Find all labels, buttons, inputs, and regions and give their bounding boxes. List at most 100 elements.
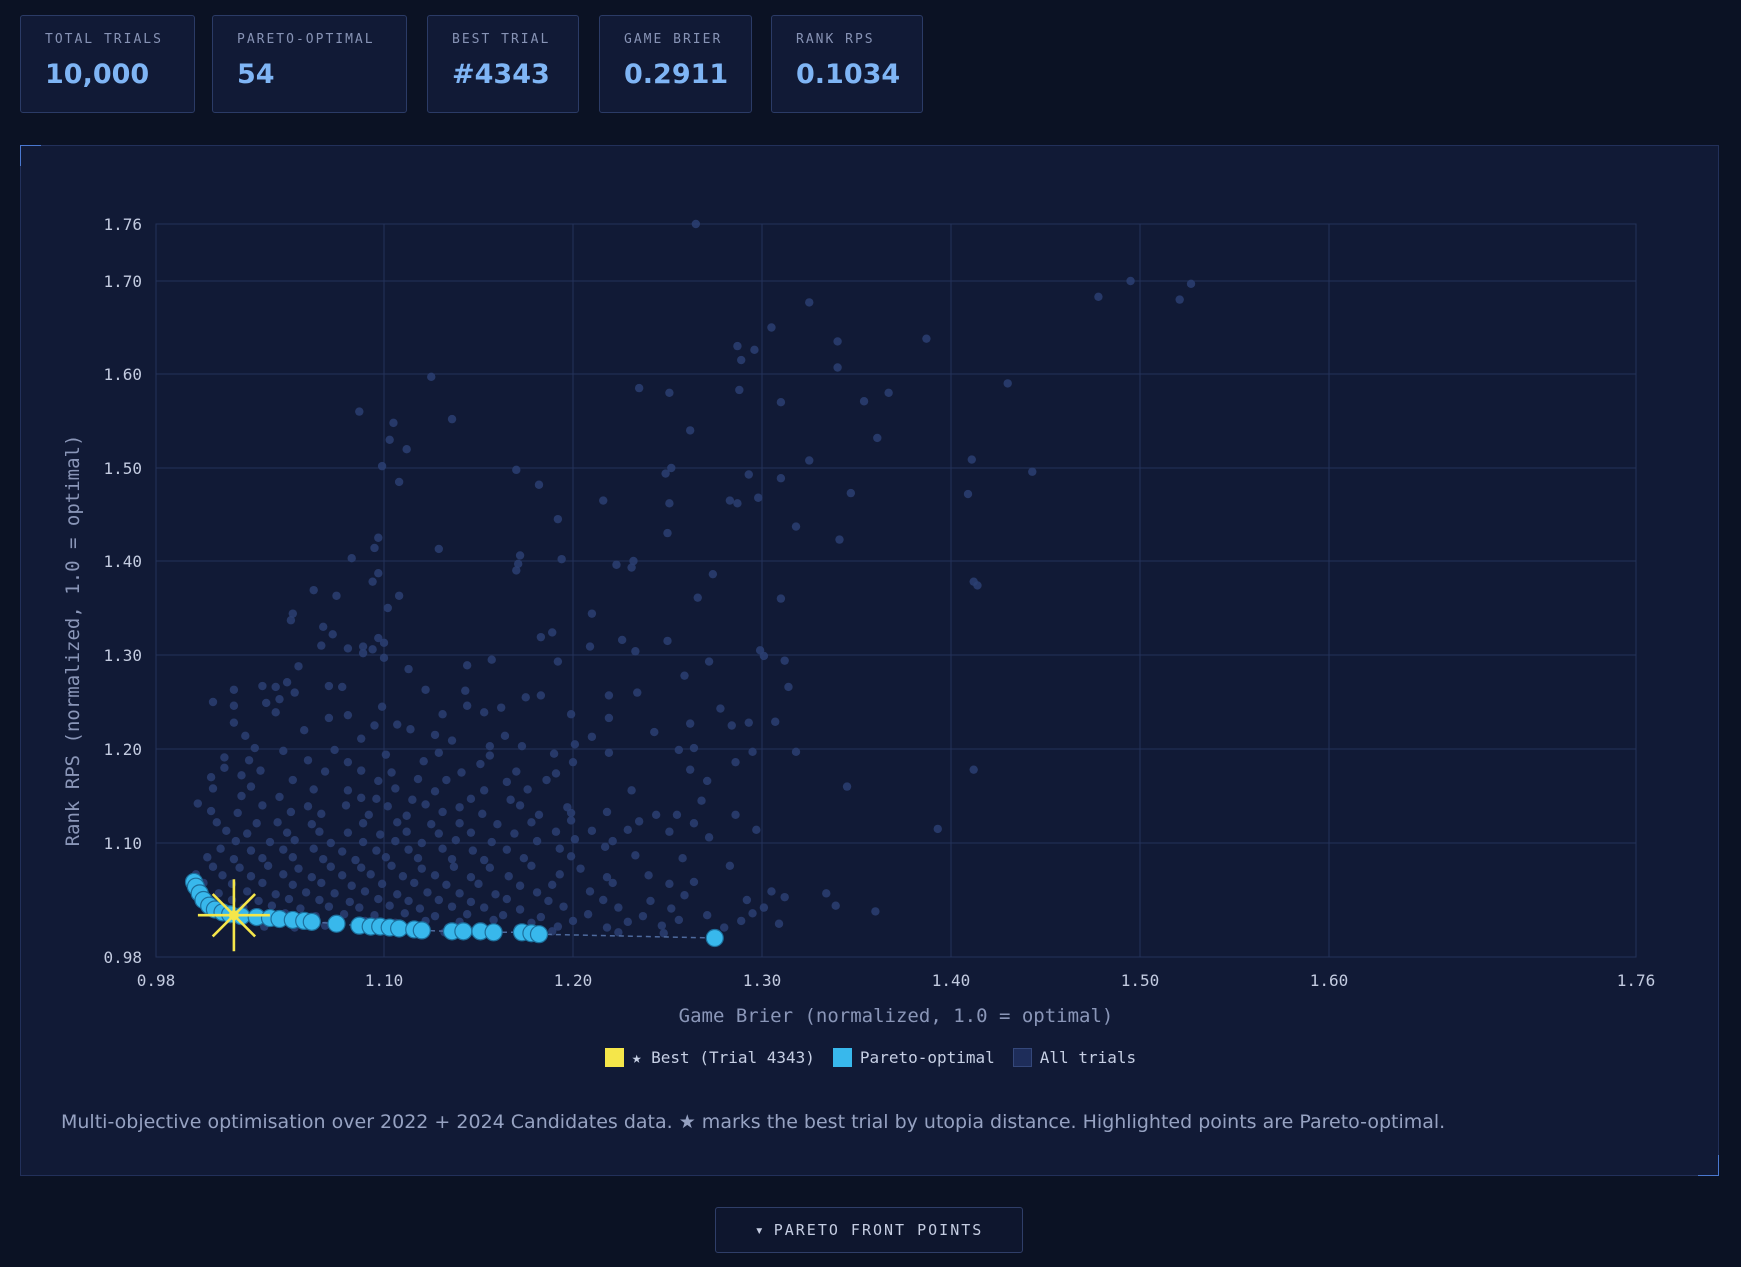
trial-point xyxy=(457,768,466,777)
trial-point xyxy=(462,701,472,710)
x-tick-label: 1.30 xyxy=(743,971,782,990)
pareto-point xyxy=(454,922,473,941)
trial-point xyxy=(474,879,483,889)
trial-point xyxy=(784,682,793,692)
trial-point xyxy=(307,820,316,829)
trial-point xyxy=(391,836,400,846)
pareto-point xyxy=(390,919,409,938)
trial-point xyxy=(237,771,246,780)
trial-point xyxy=(725,496,735,505)
trial-point xyxy=(203,853,212,862)
trial-point xyxy=(330,745,339,755)
trial-point xyxy=(752,825,761,835)
trial-point xyxy=(487,837,496,847)
toggle-label: PARETO FRONT POINTS xyxy=(773,1221,984,1239)
trial-point xyxy=(282,678,292,687)
stat-value: 10,000 xyxy=(45,59,150,90)
trial-point xyxy=(748,747,757,757)
trial-point xyxy=(549,749,559,758)
trial-point xyxy=(229,854,239,864)
trial-point xyxy=(263,861,273,870)
trial-point xyxy=(602,923,612,932)
trial-point xyxy=(406,725,415,734)
trial-point xyxy=(548,927,557,936)
trial-point xyxy=(631,851,640,860)
trial-point xyxy=(708,569,718,579)
trial-point xyxy=(822,889,831,898)
trial-point xyxy=(733,341,742,351)
trial-point xyxy=(370,721,379,730)
trial-point xyxy=(1186,279,1196,288)
trial-point xyxy=(262,698,271,708)
trial-point xyxy=(315,895,324,905)
trial-point xyxy=(330,889,339,898)
trial-point xyxy=(627,786,636,795)
trial-point xyxy=(650,727,659,737)
trial-point xyxy=(357,734,366,743)
trial-point xyxy=(252,819,261,828)
trial-point xyxy=(585,642,595,651)
trial-point xyxy=(614,928,623,937)
trial-point xyxy=(478,809,487,819)
trial-point xyxy=(246,872,256,881)
trial-point xyxy=(737,916,746,926)
pareto-point xyxy=(529,925,549,944)
trial-point xyxy=(599,895,608,905)
trial-point xyxy=(328,630,337,639)
legend-item-best[interactable]: ★ Best (Trial 4343) xyxy=(604,1048,815,1067)
trial-point xyxy=(466,828,476,837)
stat-value: #4343 xyxy=(452,59,550,90)
legend-item-all-trials[interactable]: All trials xyxy=(1012,1048,1136,1067)
pareto-point xyxy=(484,923,503,942)
trial-point xyxy=(241,731,250,741)
stat-pareto-optimal: PARETO-OPTIMAL 54 xyxy=(212,15,407,113)
trial-point xyxy=(602,873,612,882)
trial-point xyxy=(332,591,341,600)
trial-point xyxy=(731,810,740,819)
legend-item-pareto[interactable]: Pareto-optimal xyxy=(832,1048,995,1067)
trial-point xyxy=(805,298,814,307)
trial-point xyxy=(750,345,759,355)
trial-point xyxy=(294,864,303,873)
trial-point xyxy=(646,896,655,906)
trial-point xyxy=(667,904,676,913)
trial-point xyxy=(315,827,324,836)
trial-point xyxy=(393,890,402,899)
y-axis-label: Rank RPS (normalized, 1.0 = optimal) xyxy=(62,435,84,847)
trial-point xyxy=(303,802,313,811)
trial-point xyxy=(553,922,563,931)
trial-point xyxy=(674,915,684,925)
trial-point xyxy=(555,844,564,853)
x-tick-label: 1.50 xyxy=(1121,971,1160,990)
trial-point xyxy=(273,818,282,827)
trial-point xyxy=(250,743,259,753)
trial-point xyxy=(791,522,801,531)
trial-point xyxy=(791,747,801,757)
stat-value: 54 xyxy=(237,59,275,90)
trial-point xyxy=(720,923,729,932)
pareto-point xyxy=(412,921,431,940)
trial-point xyxy=(427,372,436,382)
trial-point xyxy=(513,559,523,569)
trial-point xyxy=(368,645,377,654)
trial-point xyxy=(357,863,366,872)
trial-point xyxy=(381,853,391,862)
trial-point xyxy=(727,721,736,730)
trial-point xyxy=(702,911,712,920)
trial-point xyxy=(300,726,309,735)
trial-point xyxy=(532,888,542,897)
trial-point xyxy=(623,825,633,835)
trial-point xyxy=(423,888,432,897)
trial-point xyxy=(515,905,525,914)
pareto-front-toggle-button[interactable]: ▾ PARETO FRONT POINTS xyxy=(715,1207,1023,1253)
x-tick-label: 1.20 xyxy=(554,971,593,990)
trial-point xyxy=(286,807,296,817)
trial-point xyxy=(691,219,701,229)
trial-point xyxy=(279,870,288,879)
trial-point xyxy=(244,756,254,765)
trial-point xyxy=(286,616,296,625)
trial-point xyxy=(296,904,305,913)
tick-labels: 0.98 1.10 1.20 1.30 1.40 1.50 1.60 1.76 0.98 1.10… xyxy=(103,215,1655,990)
trial-point xyxy=(536,912,546,922)
best-swatch xyxy=(604,1048,624,1067)
